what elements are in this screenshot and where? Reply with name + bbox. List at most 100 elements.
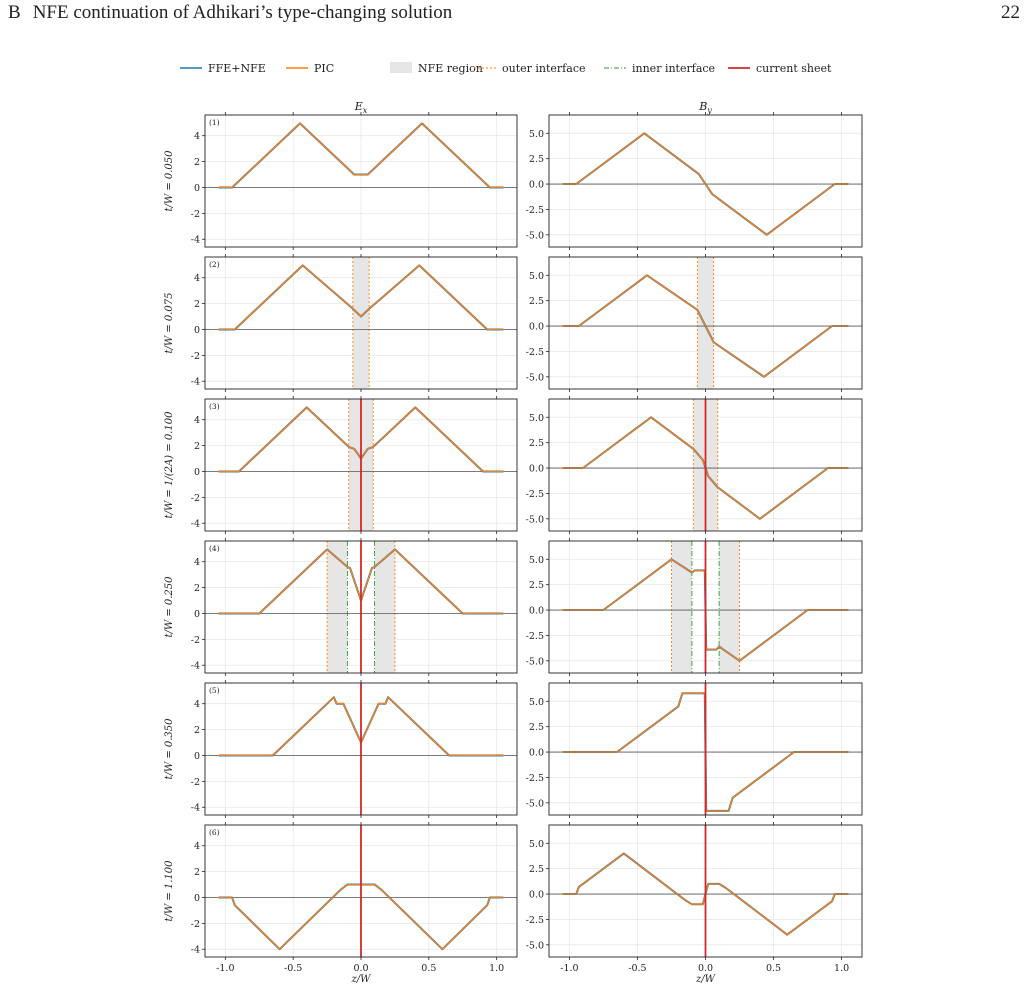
y-tick-label: 2.5: [529, 296, 544, 307]
legend-item: outer interface: [474, 62, 585, 75]
legend: FFE+NFE PIC NFE region outer interface inner…: [180, 62, 832, 75]
y-tick-label: -2: [191, 351, 200, 362]
y-tick-label: 2.5: [529, 580, 544, 591]
y-tick-label: -2.5: [526, 631, 544, 642]
y-tick-label: -4: [191, 377, 200, 388]
page-number: 22: [1001, 2, 1020, 23]
y-tick-label: -4: [191, 661, 200, 672]
panel-ex: 4 2 0 -2 -4 (6) t/W = 1.100 -1.0 -0.5 0.0 0.5 1.0 z/…: [164, 822, 518, 985]
legend-item: current sheet: [728, 62, 832, 75]
series-pic: [218, 264, 504, 331]
y-tick-label: -5.0: [526, 940, 544, 951]
legend-item: NFE region: [390, 62, 483, 75]
y-tick-label: 2.5: [529, 722, 544, 733]
nfe-region: [352, 257, 370, 389]
y-tick-label: 4: [194, 415, 200, 426]
y-tick-label: -2: [191, 919, 200, 930]
series-pic: [562, 132, 849, 236]
row-ylabel: t/W = 0.350: [164, 718, 175, 780]
x-tick-label: 1.0: [489, 963, 504, 974]
y-tick-label: 2: [194, 299, 200, 310]
section-heading: B NFE continuation of Adhikari’s type-cha…: [8, 2, 464, 24]
y-tick-label: 5.0: [529, 271, 544, 282]
nfe-region: [697, 257, 714, 389]
nfe-region: [374, 541, 395, 673]
y-tick-label: 0.0: [529, 748, 544, 759]
series-pic: [562, 274, 849, 378]
legend-label: PIC: [314, 62, 334, 75]
y-tick-label: 0.0: [529, 890, 544, 901]
y-tick-label: 5.0: [529, 555, 544, 566]
y-tick-label: 0: [194, 609, 200, 620]
y-tick-label: 0: [194, 183, 200, 194]
row-ylabel: t/W = 0.050: [164, 150, 175, 212]
y-tick-label: 0: [194, 893, 200, 904]
y-tick-label: 2: [194, 725, 200, 736]
y-tick-label: 0: [194, 467, 200, 478]
panel-by: 5.0 2.5 0.0 -2.5 -5.0: [526, 538, 863, 676]
nfe-region: [719, 541, 740, 673]
y-tick-label: 4: [194, 841, 200, 852]
legend-item: PIC: [286, 62, 334, 75]
y-tick-label: -2.5: [526, 489, 544, 500]
panel-label: (1): [209, 118, 220, 127]
y-tick-label: -2.5: [526, 915, 544, 926]
x-tick-label: 0.0: [353, 963, 368, 974]
panel-by: 5.0 2.5 0.0 -2.5 -5.0: [526, 680, 863, 818]
y-tick-label: -5.0: [526, 514, 544, 525]
row-ylabel: t/W = 0.250: [164, 576, 175, 638]
y-tick-label: -2: [191, 493, 200, 504]
y-tick-label: -4: [191, 235, 200, 246]
y-tick-label: 5.0: [529, 413, 544, 424]
y-tick-label: 2.5: [529, 154, 544, 165]
x-tick-label: -1.0: [560, 963, 578, 974]
y-tick-label: 0.0: [529, 606, 544, 617]
panel-ex: 4 2 0 -2 -4 (3) t/W = 1/(2A) = 0.100: [164, 396, 518, 534]
panel-label: (4): [209, 544, 220, 553]
panel-label: (5): [209, 686, 220, 695]
y-tick-label: -5.0: [526, 230, 544, 241]
nfe-region: [671, 541, 692, 673]
nfe-region: [327, 541, 348, 673]
y-tick-label: 2: [194, 157, 200, 168]
y-tick-label: 2.5: [529, 438, 544, 449]
y-tick-label: -2: [191, 209, 200, 220]
y-tick-label: 0: [194, 751, 200, 762]
y-tick-label: -4: [191, 945, 200, 956]
x-axis-label: z/W: [351, 974, 372, 985]
column-title-sub: x: [363, 106, 368, 115]
y-tick-label: 4: [194, 273, 200, 284]
legend-label: FFE+NFE: [208, 62, 266, 75]
row-ylabel: t/W = 1.100: [164, 860, 175, 922]
x-tick-label: 0.5: [766, 963, 781, 974]
y-tick-label: 0.0: [529, 322, 544, 333]
page-header: B NFE continuation of Adhikari’s type-cha…: [8, 2, 1020, 30]
row-ylabel: t/W = 0.075: [164, 292, 175, 353]
x-tick-label: 1.0: [834, 963, 849, 974]
panel-by: 5.0 2.5 0.0 -2.5 -5.0 -1.0 -0.5 0.0 0.5 1.0 z/W: [526, 822, 863, 985]
y-tick-label: 4: [194, 557, 200, 568]
y-tick-label: 4: [194, 131, 200, 142]
panel-label: (6): [209, 828, 220, 837]
legend-label: outer interface: [502, 62, 585, 75]
y-tick-label: -4: [191, 519, 200, 530]
y-tick-label: -2: [191, 777, 200, 788]
y-tick-label: 5.0: [529, 129, 544, 140]
legend-label: current sheet: [756, 62, 832, 75]
y-tick-label: -4: [191, 803, 200, 814]
y-tick-label: 5.0: [529, 839, 544, 850]
legend-label: inner interface: [632, 62, 715, 75]
row-ylabel: t/W = 1/(2A) = 0.100: [164, 411, 175, 519]
panel-ex: 4 2 0 -2 -4 (1) t/W = 0.050: [164, 112, 518, 250]
panel-label: (3): [209, 402, 220, 411]
panel-ex: 4 2 0 -2 -4 (2) t/W = 0.075: [164, 254, 518, 392]
panel-label: (2): [209, 260, 220, 269]
x-tick-label: 0.0: [698, 963, 713, 974]
panel-ex: 4 2 0 -2 -4 (4) t/W = 0.250: [164, 538, 518, 676]
legend-label: NFE region: [418, 62, 483, 75]
y-tick-label: 2.5: [529, 864, 544, 875]
y-tick-label: -2.5: [526, 347, 544, 358]
y-tick-label: 2: [194, 441, 200, 452]
